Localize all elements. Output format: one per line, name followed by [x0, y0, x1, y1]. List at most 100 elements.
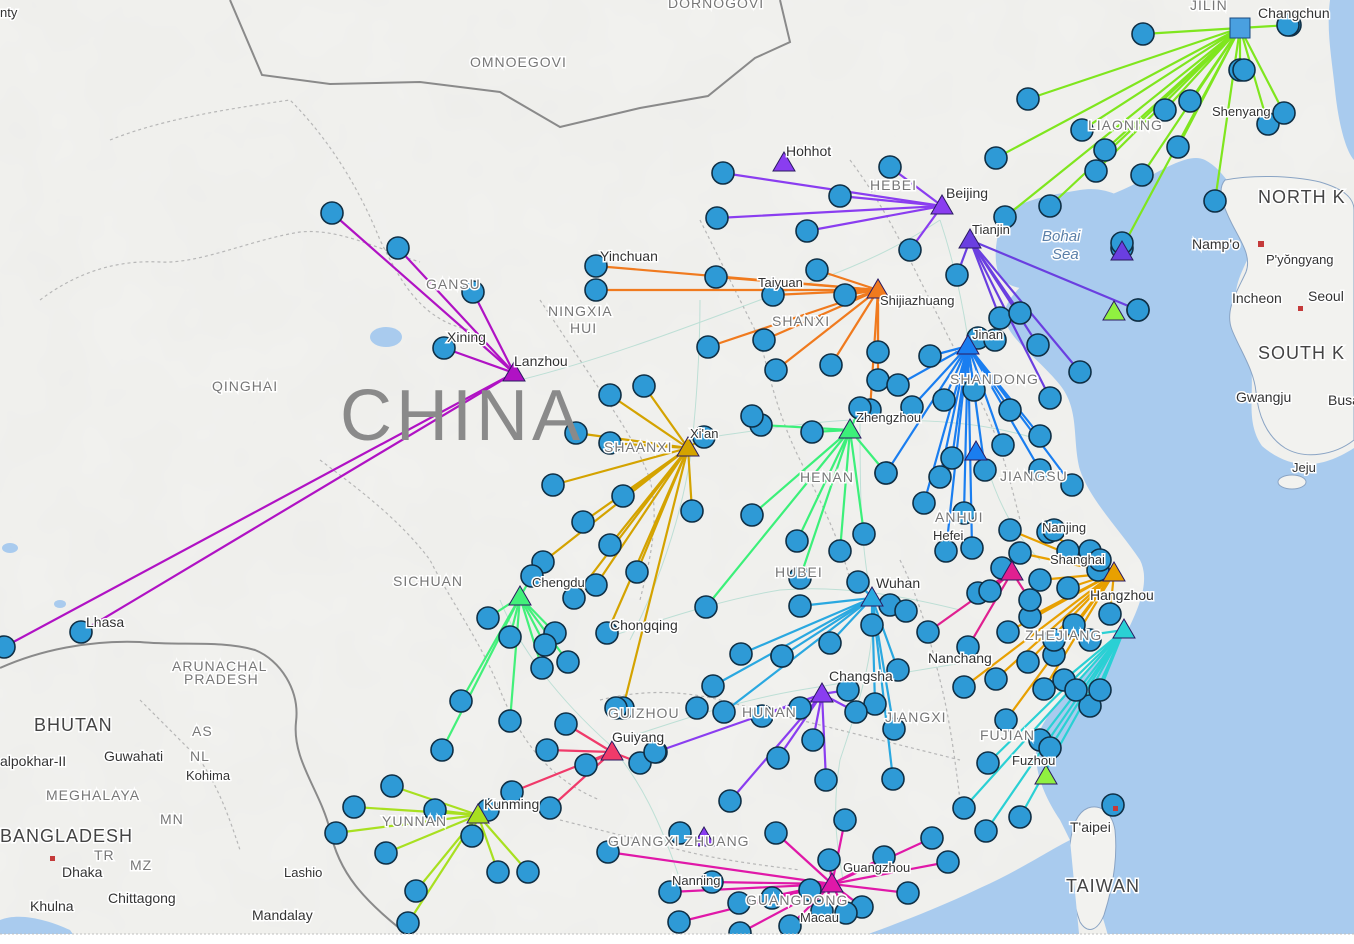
location-point[interactable]	[1153, 98, 1177, 122]
location-point[interactable]	[960, 536, 984, 560]
location-point[interactable]	[705, 206, 729, 230]
location-point[interactable]	[486, 860, 510, 884]
location-point[interactable]	[833, 283, 857, 307]
location-point[interactable]	[932, 388, 956, 412]
location-point[interactable]	[740, 503, 764, 527]
location-point[interactable]	[852, 522, 876, 546]
location-point[interactable]	[956, 635, 980, 659]
location-point[interactable]	[1203, 189, 1227, 213]
location-point[interactable]	[940, 446, 964, 470]
location-point[interactable]	[1062, 613, 1086, 637]
location-point[interactable]	[1056, 539, 1080, 563]
location-point[interactable]	[785, 529, 809, 553]
hub-triangle-marker[interactable]	[772, 151, 796, 172]
location-point[interactable]	[498, 625, 522, 649]
location-point[interactable]	[704, 265, 728, 289]
location-point[interactable]	[1088, 548, 1112, 572]
location-point[interactable]	[694, 595, 718, 619]
location-point[interactable]	[866, 368, 890, 392]
location-point[interactable]	[1078, 628, 1102, 652]
hub-triangle-marker[interactable]	[866, 278, 890, 299]
location-point[interactable]	[766, 746, 790, 770]
location-point[interactable]	[498, 709, 522, 733]
location-point[interactable]	[564, 421, 588, 445]
location-point[interactable]	[1038, 736, 1062, 760]
location-point[interactable]	[404, 879, 428, 903]
location-point[interactable]	[396, 911, 420, 935]
location-point[interactable]	[598, 533, 622, 557]
location-point[interactable]	[998, 518, 1022, 542]
location-point[interactable]	[993, 205, 1017, 229]
location-point[interactable]	[788, 696, 812, 720]
location-point[interactable]	[449, 689, 473, 713]
location-point[interactable]	[912, 491, 936, 515]
hub-triangle-marker[interactable]	[600, 740, 624, 761]
hub-triangle-marker[interactable]	[466, 803, 490, 824]
location-point[interactable]	[1038, 386, 1062, 410]
location-point[interactable]	[788, 566, 812, 590]
location-point[interactable]	[500, 780, 524, 804]
location-point[interactable]	[658, 880, 682, 904]
location-point[interactable]	[430, 738, 454, 762]
location-point[interactable]	[1070, 118, 1094, 142]
location-point[interactable]	[1008, 301, 1032, 325]
hub-triangle-marker[interactable]	[1102, 561, 1126, 582]
location-point[interactable]	[834, 901, 858, 925]
location-point[interactable]	[974, 819, 998, 843]
location-point[interactable]	[801, 728, 825, 752]
location-point[interactable]	[571, 510, 595, 534]
location-point[interactable]	[69, 620, 93, 644]
location-point[interactable]	[1131, 22, 1155, 46]
location-point[interactable]	[828, 184, 852, 208]
hub-triangle-marker[interactable]	[508, 585, 532, 606]
hub-triangle-marker[interactable]	[1034, 764, 1058, 785]
location-point[interactable]	[696, 335, 720, 359]
location-point[interactable]	[386, 236, 410, 260]
location-point[interactable]	[788, 594, 812, 618]
location-point[interactable]	[718, 789, 742, 813]
location-point[interactable]	[1064, 678, 1088, 702]
location-point[interactable]	[761, 283, 785, 307]
location-point[interactable]	[886, 658, 910, 682]
location-point[interactable]	[996, 620, 1020, 644]
location-point[interactable]	[584, 573, 608, 597]
hub-triangle-marker[interactable]	[860, 586, 884, 607]
location-point[interactable]	[984, 667, 1008, 691]
location-point[interactable]	[611, 484, 635, 508]
location-point[interactable]	[976, 751, 1000, 775]
location-point[interactable]	[643, 740, 667, 764]
hub-triangle-marker[interactable]	[964, 440, 988, 461]
location-point[interactable]	[991, 433, 1015, 457]
location-point[interactable]	[667, 910, 691, 934]
hub-triangle-marker[interactable]	[838, 418, 862, 439]
location-point[interactable]	[596, 840, 620, 864]
location-point[interactable]	[530, 656, 554, 680]
location-point[interactable]	[1038, 194, 1062, 218]
location-point[interactable]	[952, 501, 976, 525]
hub-triangle-marker[interactable]	[1000, 560, 1024, 581]
location-point[interactable]	[1084, 159, 1108, 183]
location-point[interactable]	[846, 570, 870, 594]
location-point[interactable]	[1098, 602, 1122, 626]
location-point[interactable]	[1028, 424, 1052, 448]
location-point[interactable]	[1042, 518, 1066, 542]
location-point[interactable]	[798, 878, 822, 902]
location-point[interactable]	[860, 613, 884, 637]
location-point[interactable]	[936, 850, 960, 874]
location-point[interactable]	[423, 798, 447, 822]
location-point[interactable]	[934, 539, 958, 563]
location-point[interactable]	[584, 254, 608, 278]
location-point[interactable]	[1088, 678, 1112, 702]
location-point[interactable]	[1060, 473, 1084, 497]
location-point[interactable]	[598, 383, 622, 407]
location-point[interactable]	[342, 795, 366, 819]
hub-triangle-marker[interactable]	[676, 436, 700, 457]
hub-triangle-marker[interactable]	[692, 826, 716, 847]
location-point[interactable]	[886, 373, 910, 397]
location-point[interactable]	[1016, 650, 1040, 674]
location-point[interactable]	[818, 631, 842, 655]
location-point[interactable]	[988, 306, 1012, 330]
location-point[interactable]	[928, 465, 952, 489]
location-point[interactable]	[918, 344, 942, 368]
